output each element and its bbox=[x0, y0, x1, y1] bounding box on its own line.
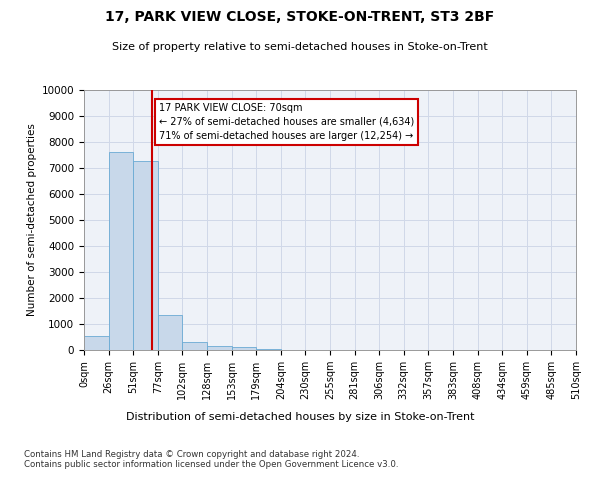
Bar bbox=[256, 348, 281, 350]
Text: Contains HM Land Registry data © Crown copyright and database right 2024.
Contai: Contains HM Land Registry data © Crown c… bbox=[24, 450, 398, 469]
Y-axis label: Number of semi-detached properties: Number of semi-detached properties bbox=[28, 124, 37, 316]
Text: Distribution of semi-detached houses by size in Stoke-on-Trent: Distribution of semi-detached houses by … bbox=[126, 412, 474, 422]
Bar bbox=[84, 336, 109, 350]
Bar bbox=[109, 152, 133, 350]
Bar bbox=[207, 346, 232, 350]
Text: Size of property relative to semi-detached houses in Stoke-on-Trent: Size of property relative to semi-detach… bbox=[112, 42, 488, 52]
Text: 17 PARK VIEW CLOSE: 70sqm
← 27% of semi-detached houses are smaller (4,634)
71% : 17 PARK VIEW CLOSE: 70sqm ← 27% of semi-… bbox=[159, 103, 415, 141]
Bar bbox=[158, 315, 182, 350]
Bar bbox=[182, 342, 207, 350]
Text: 17, PARK VIEW CLOSE, STOKE-ON-TRENT, ST3 2BF: 17, PARK VIEW CLOSE, STOKE-ON-TRENT, ST3… bbox=[106, 10, 494, 24]
Bar bbox=[232, 348, 256, 350]
Bar bbox=[133, 162, 158, 350]
